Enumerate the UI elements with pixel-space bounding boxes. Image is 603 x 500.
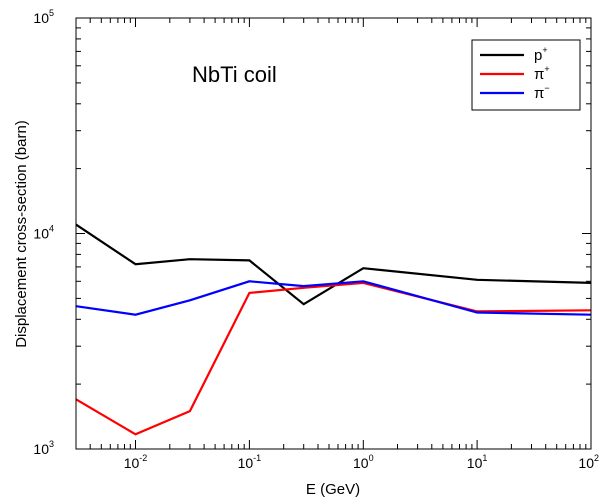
series-line-2 (75, 280, 592, 316)
y-tick-label: 104 (33, 224, 54, 242)
legend: p+π+π− (471, 39, 581, 111)
legend-label-2: π− (534, 83, 550, 102)
legend-label-1: π+ (534, 64, 550, 83)
y-axis-title: Displacement cross-section (barn) (13, 120, 30, 348)
tick-label-layer: 10-2 10-1 100 101 102 103 104 105 (33, 8, 599, 471)
legend-entries: p+π+π− (480, 45, 550, 102)
y-tick-label: 103 (33, 439, 54, 457)
x-tick-label: 10-2 (124, 453, 148, 471)
x-axis-title: E (GeV) (306, 481, 360, 498)
x-tick-label: 102 (578, 453, 599, 471)
x-tick-label: 10-1 (238, 453, 262, 471)
plot-frame (75, 17, 592, 450)
legend-label-0: p+ (534, 45, 548, 64)
x-tick-label: 100 (353, 453, 374, 471)
chart-annotation: NbTi coil (192, 62, 277, 87)
x-tick-label: 101 (467, 453, 488, 471)
series-layer (75, 223, 592, 436)
y-tick-label: 105 (33, 8, 54, 26)
series-line-0 (75, 223, 592, 306)
